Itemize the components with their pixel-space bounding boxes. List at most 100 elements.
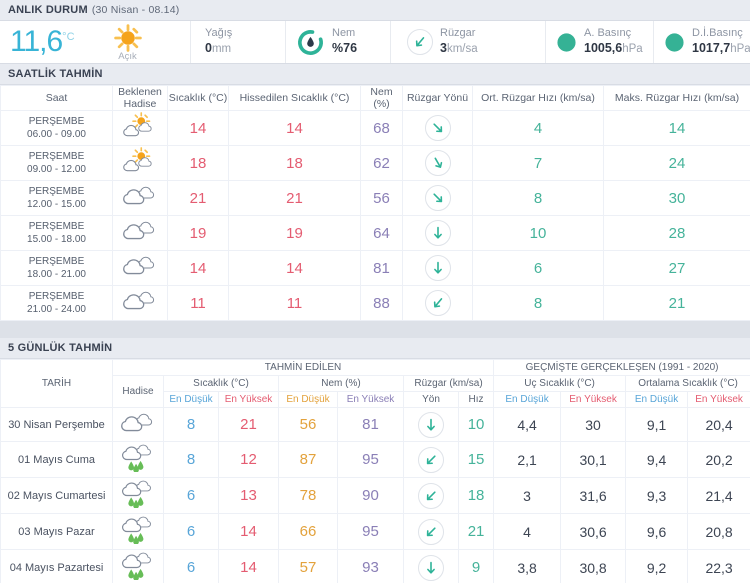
col-ort-ruzgar: Ort. Rüzgar Hızı (km/sa) <box>472 85 604 111</box>
humidity-cell: 88 <box>360 285 403 321</box>
ext-min-cell: 3,8 <box>493 549 562 583</box>
max-wind-cell: 14 <box>603 110 750 146</box>
avg-wind-cell: 8 <box>472 180 604 216</box>
date-cell: 01 Mayıs Cuma <box>0 441 113 478</box>
avg-max-cell: 20,2 <box>687 441 750 478</box>
tmax-cell: 14 <box>218 513 279 550</box>
hourly-row: PERŞEMBE 21.00 - 24.00 11 11 88 8 21 <box>0 285 750 321</box>
row-day: PERŞEMBE <box>28 150 85 162</box>
tmin-cell: 6 <box>163 513 219 550</box>
col-hum-low: En Düşük <box>278 391 338 408</box>
wind-direction-icon <box>418 554 444 581</box>
group-avg-temp: Ortalama Sıcaklık (°C) <box>625 375 750 392</box>
daily-row: 02 Mayıs Cumartesi 6 13 78 90 18 3 31,6 … <box>0 477 750 514</box>
section-title: ANLIK DURUM <box>8 4 88 16</box>
daily-forecast-table: TARİH TAHMİN EDİLEN GEÇMİŞTE GERÇEKLEŞEN… <box>0 359 750 583</box>
col-hissedilen: Hissedilen Sıcaklık (°C) <box>228 85 361 111</box>
weather-icon <box>119 410 157 435</box>
ext-min-cell: 3 <box>493 477 562 514</box>
avg-max-cell: 22,3 <box>687 549 750 583</box>
humidity-cell: 68 <box>360 110 403 146</box>
current-section-header: ANLIK DURUM (30 Nisan - 08.14) <box>0 0 750 21</box>
row-day: PERŞEMBE <box>28 255 85 267</box>
humidity-label: Nem <box>332 27 356 40</box>
col-ext-low: En Düşük <box>493 391 562 408</box>
current-condition: Açık <box>113 23 143 62</box>
feels-cell: 14 <box>228 250 361 286</box>
humidity-metric: Nem %76 <box>285 21 390 63</box>
row-time: 15.00 - 18.00 <box>27 234 86 245</box>
speed-cell: 18 <box>457 477 495 514</box>
wind-direction-icon <box>424 290 451 316</box>
speed-cell: 21 <box>457 513 495 550</box>
weather-icon <box>120 147 160 174</box>
tmin-cell: 8 <box>163 441 219 478</box>
col-temp-low: En Düşük <box>163 391 219 408</box>
current-conditions-panel: 11,6°C Açık Yağış 0mm Nem %76 R <box>0 21 750 64</box>
hmax-cell: 95 <box>337 513 404 550</box>
group-predicted: TAHMİN EDİLEN <box>111 359 495 376</box>
daily-row: 04 Mayıs Pazartesi 6 14 57 93 9 3,8 30,8… <box>0 549 750 583</box>
avg-min-cell: 9,3 <box>625 477 689 514</box>
weather-icon <box>121 253 159 278</box>
wind-direction-icon <box>424 150 451 176</box>
col-avg-high: En Yüksek <box>687 391 750 408</box>
weather-icon <box>120 479 156 508</box>
daily-row: 03 Mayıs Pazar 6 14 66 95 21 4 30,6 9,6 … <box>0 513 750 550</box>
wind-direction-icon <box>424 255 451 281</box>
feels-cell: 11 <box>228 285 361 321</box>
temp-cell: 14 <box>167 110 229 146</box>
row-time: 18.00 - 21.00 <box>27 269 86 280</box>
weather-icon <box>121 288 159 313</box>
ext-min-cell: 4 <box>493 513 562 550</box>
feels-cell: 19 <box>228 215 361 251</box>
avg-wind-cell: 8 <box>472 285 604 321</box>
hourly-row: PERŞEMBE 15.00 - 18.00 19 19 64 10 28 <box>0 215 750 251</box>
row-time: 09.00 - 12.00 <box>27 164 86 175</box>
group-humidity: Nem (%) <box>278 375 404 392</box>
date-cell: 04 Mayıs Pazartesi <box>0 549 113 583</box>
ext-max-cell: 30 <box>560 407 627 442</box>
hmin-cell: 66 <box>278 513 338 550</box>
sea-pressure-metric: D.İ.Basınç 1017,7hPa <box>653 21 750 63</box>
col-temp-high: En Yüksek <box>218 391 279 408</box>
weather-icon <box>120 515 156 544</box>
avg-wind-cell: 10 <box>472 215 604 251</box>
col-wind-dir: Yön <box>403 391 459 408</box>
wind-direction-icon <box>424 115 451 141</box>
avg-wind-cell: 4 <box>472 110 604 146</box>
sea-pressure-label: D.İ.Basınç <box>692 27 743 40</box>
condition-label: Açık <box>118 50 137 62</box>
temp-cell: 19 <box>167 215 229 251</box>
current-temperature: 11,6°C <box>10 25 75 58</box>
pressure-metric: A. Basınç 1005,6hPa <box>545 21 653 63</box>
daily-section-header: 5 GÜNLÜK TAHMİN <box>0 338 750 359</box>
ext-max-cell: 30,6 <box>560 513 627 550</box>
tmax-cell: 12 <box>218 441 279 478</box>
row-day: PERŞEMBE <box>28 185 85 197</box>
pressure-value: 1005,6hPa <box>584 41 643 56</box>
group-temp: Sıcaklık (°C) <box>163 375 279 392</box>
precipitation-metric: Yağış 0mm <box>190 21 285 63</box>
hmin-cell: 57 <box>278 549 338 583</box>
avg-max-cell: 20,4 <box>687 407 750 442</box>
temp-cell: 11 <box>167 285 229 321</box>
date-cell: 03 Mayıs Pazar <box>0 513 113 550</box>
wind-direction-icon <box>424 220 451 246</box>
hmax-cell: 93 <box>337 549 404 583</box>
avg-max-cell: 20,8 <box>687 513 750 550</box>
sea-pressure-dot-icon <box>664 32 685 53</box>
tmax-cell: 13 <box>218 477 279 514</box>
ext-max-cell: 31,6 <box>560 477 627 514</box>
row-day: PERŞEMBE <box>28 290 85 302</box>
humidity-cell: 62 <box>360 145 403 181</box>
max-wind-cell: 28 <box>603 215 750 251</box>
weather-icon <box>120 112 160 139</box>
humidity-cell: 64 <box>360 215 403 251</box>
precip-value: 0mm <box>205 41 232 56</box>
ext-min-cell: 2,1 <box>493 441 562 478</box>
avg-max-cell: 21,4 <box>687 477 750 514</box>
avg-min-cell: 9,1 <box>625 407 689 442</box>
wind-direction-icon <box>424 185 451 211</box>
